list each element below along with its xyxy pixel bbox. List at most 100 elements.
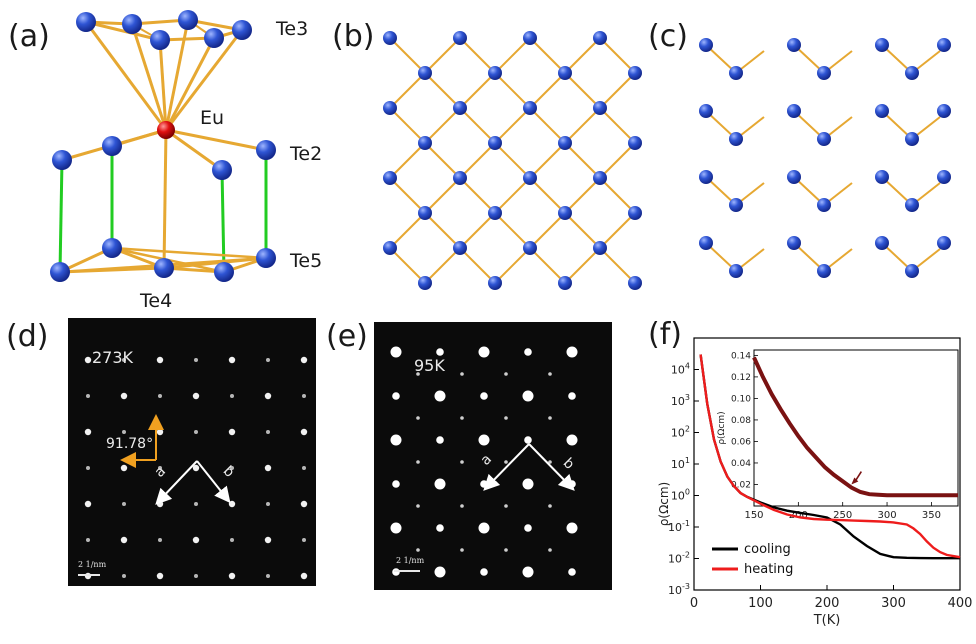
- te-atom: [256, 140, 276, 160]
- eu-coordination-structure: [50, 10, 276, 282]
- panel-a-label: (a): [8, 19, 50, 54]
- bond: [494, 37, 531, 74]
- diffraction-pattern-273k: 273K 91.78° a b 2 1/nm: [68, 318, 316, 586]
- diffraction-spot: [436, 524, 444, 532]
- diffraction-spot: [266, 430, 270, 434]
- bond: [111, 246, 267, 260]
- superlattice-spot: [548, 460, 552, 464]
- te-atom: [593, 171, 607, 185]
- bond: [424, 212, 461, 249]
- inset-x-tick-label: 250: [833, 510, 852, 521]
- te-atom: [787, 236, 801, 250]
- diffraction-spot: [228, 428, 236, 436]
- te-atom: [905, 66, 919, 80]
- diffraction-spot: [122, 358, 126, 362]
- te-atom: [937, 170, 951, 184]
- vertical-bond: [58, 159, 64, 273]
- bond: [599, 107, 636, 144]
- x-tick-label: 300: [881, 596, 906, 611]
- bond: [529, 247, 566, 284]
- bond: [389, 247, 426, 284]
- te-atom: [729, 132, 743, 146]
- te-atom: [523, 101, 537, 115]
- bond: [599, 37, 636, 74]
- diffraction-spot: [120, 464, 128, 472]
- diffraction-spot: [478, 346, 490, 358]
- inset-y-tick-label: 0.08: [731, 416, 751, 426]
- diffraction-spot: [192, 536, 200, 544]
- diffraction-spot: [122, 574, 126, 578]
- te-atom: [488, 276, 502, 290]
- superlattice-spot: [460, 416, 464, 420]
- te-atom: [905, 198, 919, 212]
- te-atom: [523, 31, 537, 45]
- superlattice-spot: [504, 372, 508, 376]
- diffraction-spot: [524, 436, 532, 444]
- arrow-b: [196, 460, 231, 504]
- te-atom: [154, 258, 174, 278]
- eu-bond: [165, 128, 223, 172]
- x-tick-label: 400: [948, 596, 973, 611]
- bond: [599, 142, 636, 179]
- diffraction-spot: [230, 394, 234, 398]
- diffraction-spot: [434, 566, 446, 578]
- panel-c-label: (c): [648, 19, 688, 54]
- diffraction-spot: [436, 436, 444, 444]
- diffraction-spot: [300, 356, 308, 364]
- te-atom: [817, 132, 831, 146]
- superlattice-spot: [548, 416, 552, 420]
- te-atom: [937, 104, 951, 118]
- bond: [424, 107, 461, 144]
- bond: [389, 177, 426, 214]
- te-atom: [628, 206, 642, 220]
- te-square-net: [383, 31, 642, 290]
- superlattice-spot: [504, 548, 508, 552]
- diffraction-spot: [156, 356, 164, 364]
- te-atom: [905, 132, 919, 146]
- inset-y-axis-label: ρ(Ωcm): [717, 411, 727, 444]
- bond: [564, 142, 601, 179]
- diffraction-spot: [264, 464, 272, 472]
- diffraction-spot: [86, 538, 90, 542]
- bond: [494, 107, 531, 144]
- bond: [459, 177, 496, 214]
- atom-label-te3: Te3: [276, 18, 309, 40]
- diffraction-spot: [86, 466, 90, 470]
- scale-bar-label: 2 1/nm: [78, 560, 107, 569]
- arrow-a: [483, 443, 530, 491]
- te-atom: [523, 171, 537, 185]
- superlattice-spot: [460, 460, 464, 464]
- angle-label: 91.78°: [106, 436, 154, 452]
- te-atom: [787, 104, 801, 118]
- diffraction-spot: [120, 392, 128, 400]
- bond: [459, 37, 496, 74]
- legend-label: cooling: [744, 542, 791, 557]
- te-atom: [905, 264, 919, 278]
- diffraction-spot: [524, 524, 532, 532]
- diffraction-spot: [566, 434, 578, 446]
- y-tick-label: 104: [671, 362, 690, 377]
- te-atom: [699, 236, 713, 250]
- te-atom: [488, 206, 502, 220]
- te-atom: [593, 101, 607, 115]
- temperature-label: 95K: [414, 356, 445, 375]
- bond: [424, 247, 461, 284]
- diffraction-spot: [568, 568, 576, 576]
- inset-y-tick-label: 0.10: [731, 394, 751, 404]
- te-atom: [102, 238, 122, 258]
- te-atom: [593, 241, 607, 255]
- bond: [389, 37, 426, 74]
- bond: [529, 142, 566, 179]
- diffraction-spot: [266, 358, 270, 362]
- te-atom: [817, 198, 831, 212]
- bond: [599, 212, 636, 249]
- superlattice-spot: [504, 416, 508, 420]
- te-atom: [488, 136, 502, 150]
- te-atom: [383, 31, 397, 45]
- inset-x-tick-label: 300: [877, 510, 896, 521]
- inset-x-tick-label: 350: [922, 510, 941, 521]
- diffraction-spot: [434, 478, 446, 490]
- eu-bond: [162, 129, 168, 269]
- inset-arrow-head: [851, 477, 859, 485]
- diffraction-spot: [566, 522, 578, 534]
